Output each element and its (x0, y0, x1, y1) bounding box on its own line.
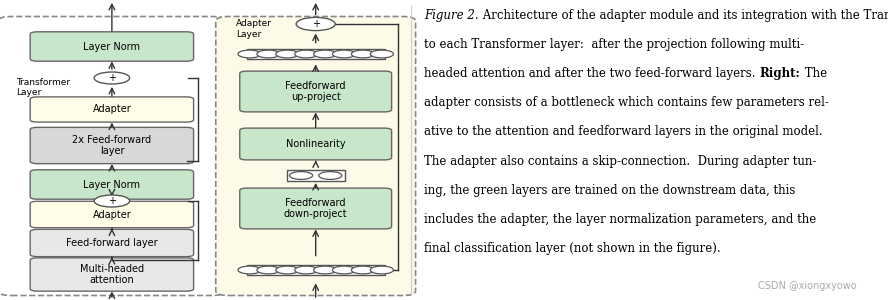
Text: to each Transformer layer:  after the projection following multi-: to each Transformer layer: after the pro… (424, 38, 805, 51)
Text: Transformer
Layer: Transformer Layer (16, 78, 70, 98)
Text: Architecture of the adapter module and its integration with the Transformer.: Architecture of the adapter module and i… (480, 9, 888, 22)
Circle shape (257, 266, 280, 274)
Circle shape (370, 266, 393, 274)
FancyBboxPatch shape (30, 97, 194, 122)
Circle shape (257, 50, 280, 58)
FancyBboxPatch shape (30, 170, 194, 199)
FancyBboxPatch shape (30, 32, 194, 61)
FancyBboxPatch shape (216, 16, 416, 296)
FancyBboxPatch shape (30, 201, 194, 228)
FancyBboxPatch shape (30, 127, 194, 164)
Circle shape (313, 266, 337, 274)
Text: Adapter
Layer: Adapter Layer (236, 20, 273, 39)
Circle shape (352, 50, 375, 58)
FancyBboxPatch shape (30, 229, 194, 257)
FancyBboxPatch shape (0, 16, 225, 296)
Text: Figure 2.: Figure 2. (424, 9, 480, 22)
Text: Layer Norm: Layer Norm (83, 179, 140, 190)
Text: Feedforward
down-project: Feedforward down-project (284, 198, 347, 219)
Text: ing, the green layers are trained on the downstream data, this: ing, the green layers are trained on the… (424, 184, 796, 196)
Text: Layer Norm: Layer Norm (83, 41, 140, 52)
Circle shape (295, 266, 318, 274)
Text: Adapter: Adapter (92, 104, 131, 115)
Circle shape (332, 50, 355, 58)
Circle shape (276, 266, 299, 274)
FancyBboxPatch shape (240, 128, 392, 160)
FancyBboxPatch shape (240, 188, 392, 229)
FancyBboxPatch shape (247, 265, 385, 275)
Circle shape (295, 50, 318, 58)
Circle shape (352, 266, 375, 274)
Circle shape (238, 266, 261, 274)
Text: final classification layer (not shown in the figure).: final classification layer (not shown in… (424, 242, 721, 255)
Circle shape (276, 50, 299, 58)
Circle shape (332, 266, 355, 274)
Circle shape (289, 172, 313, 179)
Text: CSDN @xiongxyowo: CSDN @xiongxyowo (758, 281, 857, 291)
Text: The: The (801, 67, 827, 80)
Circle shape (94, 195, 130, 207)
FancyBboxPatch shape (247, 49, 385, 59)
FancyBboxPatch shape (240, 71, 392, 112)
Circle shape (319, 172, 342, 179)
Text: +: + (107, 73, 116, 83)
Text: The adapter also contains a skip-connection.  During adapter tun-: The adapter also contains a skip-connect… (424, 154, 817, 167)
Text: +: + (107, 196, 116, 206)
Text: Feedforward
up-project: Feedforward up-project (285, 81, 346, 102)
Text: headed attention and after the two feed-forward layers.: headed attention and after the two feed-… (424, 67, 760, 80)
Text: Multi-headed
attention: Multi-headed attention (80, 264, 144, 285)
Text: includes the adapter, the layer normalization parameters, and the: includes the adapter, the layer normaliz… (424, 213, 817, 226)
Circle shape (238, 50, 261, 58)
Circle shape (94, 72, 130, 84)
FancyBboxPatch shape (30, 258, 194, 291)
Text: ative to the attention and feedforward layers in the original model.: ative to the attention and feedforward l… (424, 125, 823, 138)
Text: 2x Feed-forward
layer: 2x Feed-forward layer (72, 135, 152, 156)
Text: Feed-forward layer: Feed-forward layer (66, 238, 158, 248)
Text: Nonlinearity: Nonlinearity (286, 139, 345, 149)
Text: adapter consists of a bottleneck which contains few parameters rel-: adapter consists of a bottleneck which c… (424, 96, 829, 109)
Text: Adapter: Adapter (92, 209, 131, 220)
FancyBboxPatch shape (287, 170, 345, 181)
Text: +: + (312, 19, 320, 29)
Circle shape (297, 17, 336, 31)
Text: Right:: Right: (760, 67, 801, 80)
Circle shape (313, 50, 337, 58)
Circle shape (370, 50, 393, 58)
